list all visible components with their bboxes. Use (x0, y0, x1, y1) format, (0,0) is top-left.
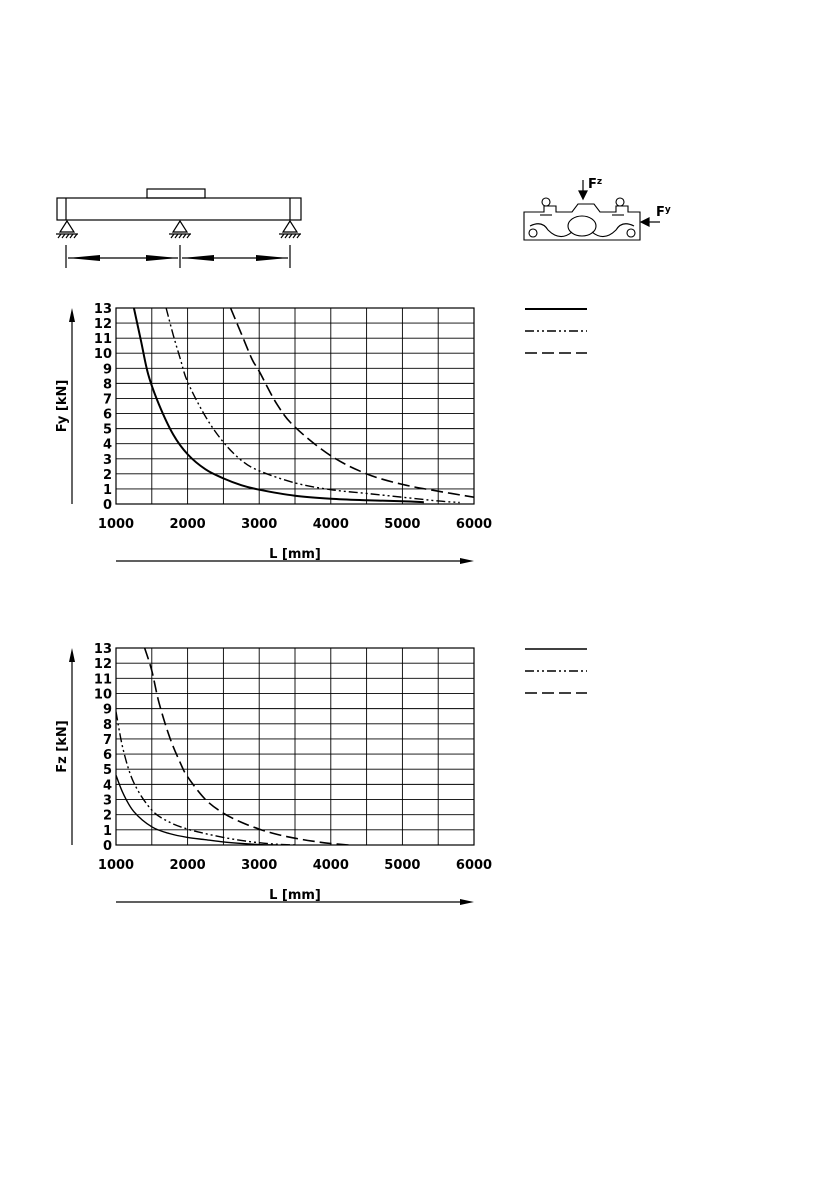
y-tick-label: 8 (103, 377, 112, 392)
series-line-1 (165, 308, 460, 504)
y-tick-label: 1 (103, 483, 112, 498)
y-tick-label: 5 (103, 423, 112, 438)
series-line-2 (229, 308, 474, 499)
x-tick-label: 1000 (98, 517, 134, 532)
y-tick-label: 7 (103, 733, 112, 748)
chart-fy: 1000 2000 3000 4000 5000 60000123456789101112… (55, 302, 587, 564)
series-line-2 (143, 648, 349, 845)
x-tick-label: 5000 (384, 517, 420, 532)
force-fy-arrow-icon (639, 217, 660, 227)
x-tick-label: 2000 (170, 858, 206, 873)
y-tick-label: 10 (94, 347, 112, 362)
force-fz-arrow-icon (578, 180, 588, 201)
y-axis-label: Fz [kN] (55, 720, 70, 772)
x-tick-label: 1000 (98, 858, 134, 873)
x-tick-label: 4000 (313, 858, 349, 873)
x-axis-label: L [mm] (269, 547, 321, 562)
y-tick-label: 6 (103, 408, 112, 423)
chart-fz: 1000 2000 3000 4000 5000 60000123456789101112… (55, 642, 587, 905)
y-tick-label: 3 (103, 453, 112, 468)
y-tick-label: 10 (94, 687, 112, 702)
support-left-icon (56, 219, 78, 239)
y-axis-arrow-head (69, 648, 75, 662)
x-axis-arrow-head (460, 558, 474, 564)
beam-diagram (56, 188, 302, 268)
y-tick-label: 4 (103, 778, 112, 793)
beam-body (56, 197, 302, 221)
y-tick-label: 3 (103, 794, 112, 809)
y-tick-label: 9 (103, 362, 112, 377)
fy-label: Fy (656, 205, 671, 220)
y-tick-label: 11 (94, 672, 112, 687)
x-axis-arrow-head (460, 899, 474, 905)
support-right-icon (279, 219, 301, 239)
fz-label: Fz (588, 177, 602, 192)
y-tick-label: 0 (103, 498, 112, 513)
x-tick-label: 2000 (170, 517, 206, 532)
y-tick-label: 2 (103, 468, 112, 483)
y-tick-label: 5 (103, 763, 112, 778)
support-middle-icon (169, 219, 191, 239)
y-tick-label: 2 (103, 809, 112, 824)
y-tick-label: 6 (103, 748, 112, 763)
y-tick-label: 8 (103, 718, 112, 733)
y-tick-label: 13 (94, 642, 112, 657)
x-axis-label: L [mm] (269, 888, 321, 903)
y-tick-label: 7 (103, 392, 112, 407)
profile-cross-section-icon (523, 197, 641, 241)
x-tick-label: 6000 (456, 517, 492, 532)
x-tick-label: 3000 (241, 858, 277, 873)
x-tick-label: 5000 (384, 858, 420, 873)
y-tick-label: 9 (103, 703, 112, 718)
y-tick-label: 11 (94, 332, 112, 347)
series-line-0 (132, 308, 424, 504)
series-line-1 (116, 711, 296, 845)
y-axis-label: Fy [kN] (55, 380, 70, 433)
y-tick-label: 4 (103, 438, 112, 453)
y-tick-label: 12 (94, 657, 112, 672)
x-tick-label: 3000 (241, 517, 277, 532)
x-tick-label: 6000 (456, 858, 492, 873)
y-tick-label: 12 (94, 317, 112, 332)
beam-load-pad (146, 188, 206, 199)
y-axis-arrow-head (69, 308, 75, 322)
y-tick-label: 0 (103, 839, 112, 854)
series-line-0 (116, 775, 278, 845)
y-tick-label: 13 (94, 302, 112, 317)
x-tick-label: 4000 (313, 517, 349, 532)
y-tick-label: 1 (103, 824, 112, 839)
